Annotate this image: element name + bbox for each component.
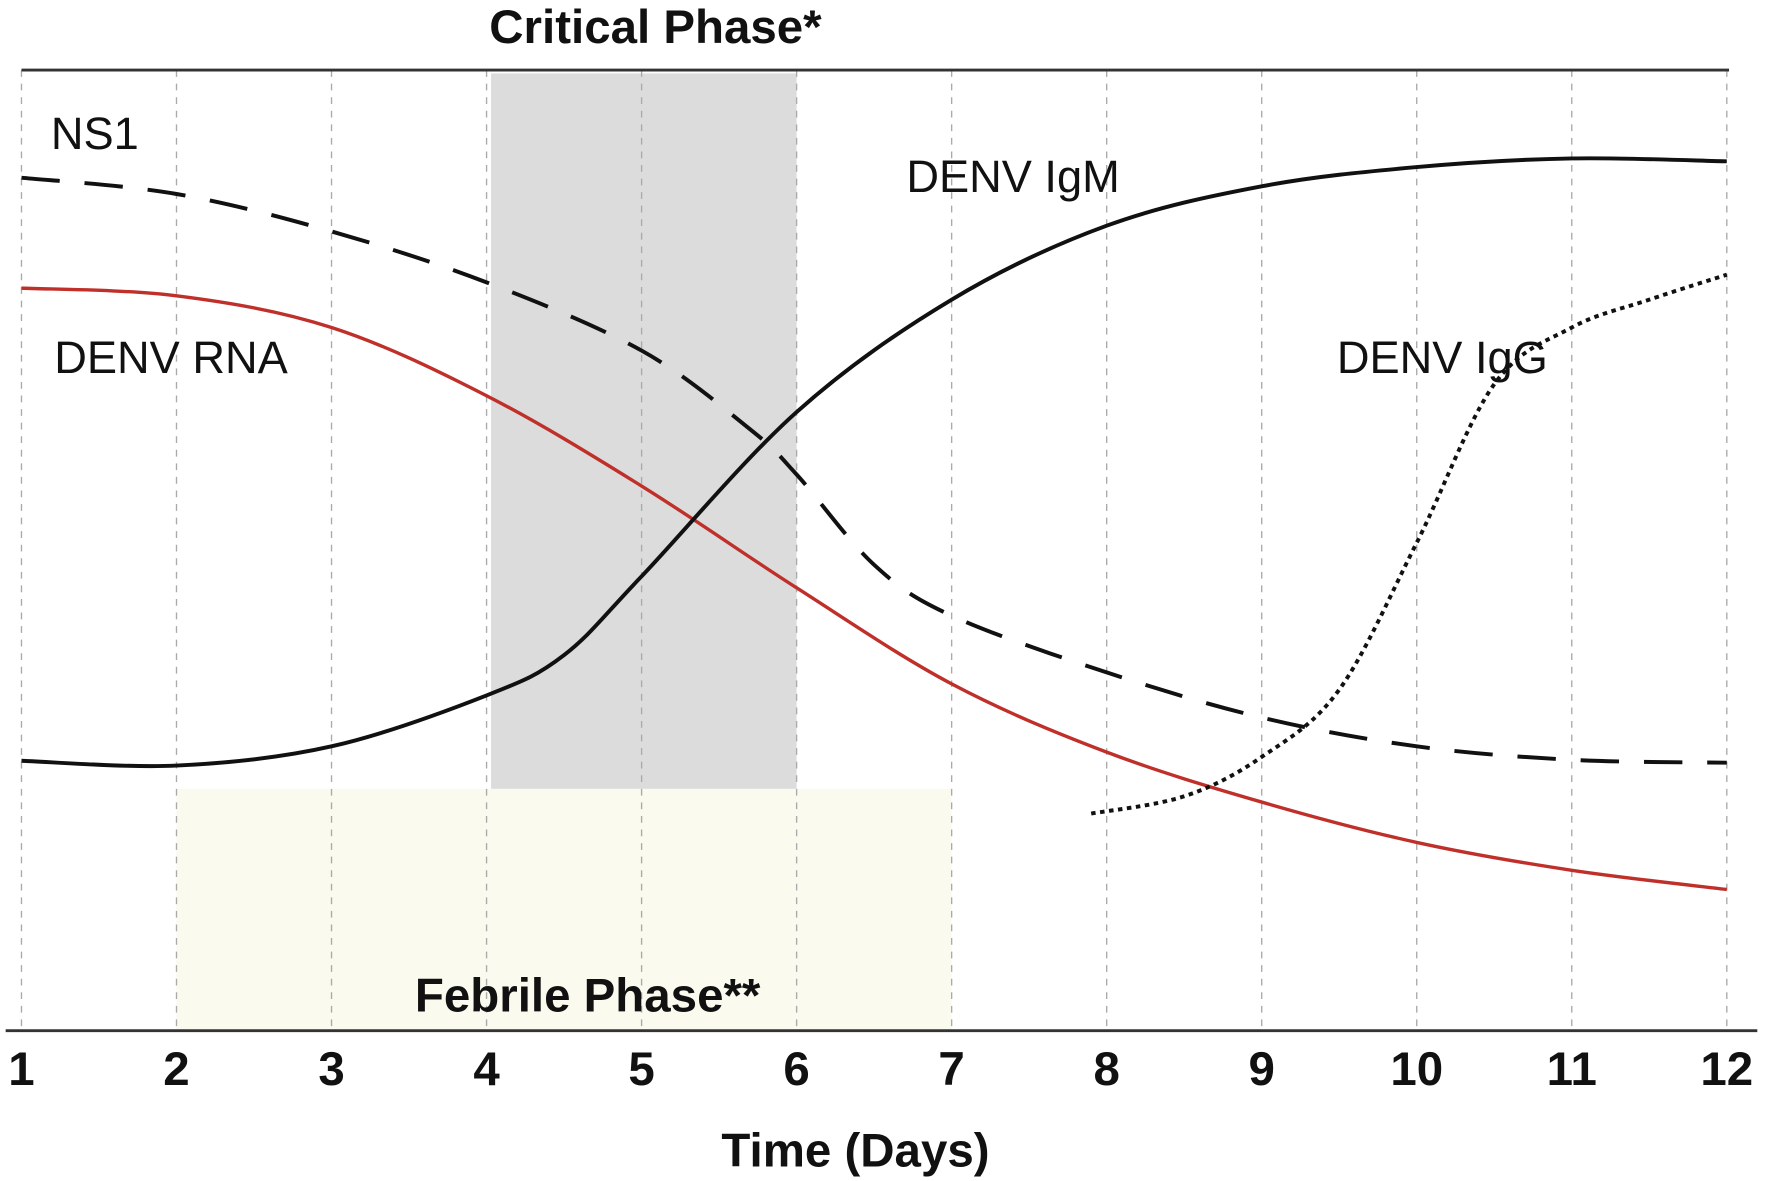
series-line-denv-igg xyxy=(1090,272,1728,816)
x-tick-label: 12 xyxy=(1700,1043,1753,1096)
series-line-denv-igm xyxy=(21,156,1727,769)
x-tick-label: 5 xyxy=(628,1043,654,1096)
x-tick-label: 10 xyxy=(1390,1043,1443,1096)
series-label-denv-rna: DENV RNA xyxy=(54,332,288,383)
x-tick-label: 9 xyxy=(1249,1043,1275,1096)
x-tick-label: 3 xyxy=(318,1043,344,1096)
febrile-phase-label: Febrile Phase** xyxy=(415,969,761,1022)
x-tick-label: 7 xyxy=(938,1043,964,1096)
x-tick-label: 2 xyxy=(163,1043,189,1096)
series-label-ns1: NS1 xyxy=(51,108,139,159)
x-tick-label: 1 xyxy=(8,1043,34,1096)
x-tick-label: 8 xyxy=(1093,1043,1119,1096)
x-tick-label: 6 xyxy=(783,1043,809,1096)
x-tick-label: 4 xyxy=(473,1043,500,1096)
x-tick-label: 11 xyxy=(1547,1043,1597,1096)
series-label-denv-igg: DENV IgG xyxy=(1337,332,1548,383)
series-line-ns1 xyxy=(21,175,1727,765)
x-axis-title: Time (Days) xyxy=(721,1124,989,1177)
series-line-denv-rna xyxy=(21,286,1728,892)
febrile-phase-band xyxy=(176,788,952,1031)
series-label-denv-igm: DENV IgM xyxy=(906,151,1119,202)
critical-phase-label: Critical Phase* xyxy=(489,1,822,54)
